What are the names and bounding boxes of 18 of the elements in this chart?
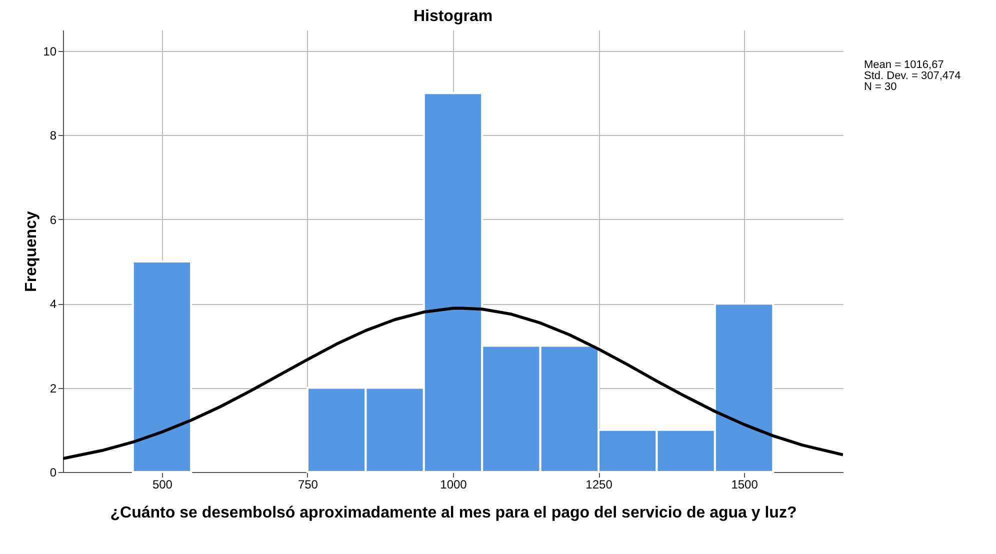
text: Mean = 1016,67 xyxy=(864,59,945,71)
y-axis-title: Frequency xyxy=(23,210,40,292)
chart-title: Histogram xyxy=(413,8,493,25)
line-series xyxy=(63,306,843,460)
y-tick-label: 8 xyxy=(50,128,57,143)
text: Std. Dev. = 307,474 xyxy=(864,70,961,82)
y-tick-label: 10 xyxy=(43,44,57,59)
y-tick-label: 0 xyxy=(50,466,57,480)
x-axis-title: ¿Cuánto se desembolsó aproximadamente al mes para el pago del servicio de agua y luz? xyxy=(110,504,797,522)
x-tick-label: 500 xyxy=(152,478,173,492)
y-tick-label: 2 xyxy=(50,381,57,396)
text: N = 30 xyxy=(864,81,898,93)
y-tick-label: 6 xyxy=(50,212,57,227)
x-tick-label: 1000 xyxy=(440,478,468,492)
y-tick-label: 4 xyxy=(50,297,57,312)
x-tick-label: 750 xyxy=(298,478,318,492)
x-tick-label: 1500 xyxy=(731,478,758,492)
x-tick-label: 1250 xyxy=(586,478,613,492)
